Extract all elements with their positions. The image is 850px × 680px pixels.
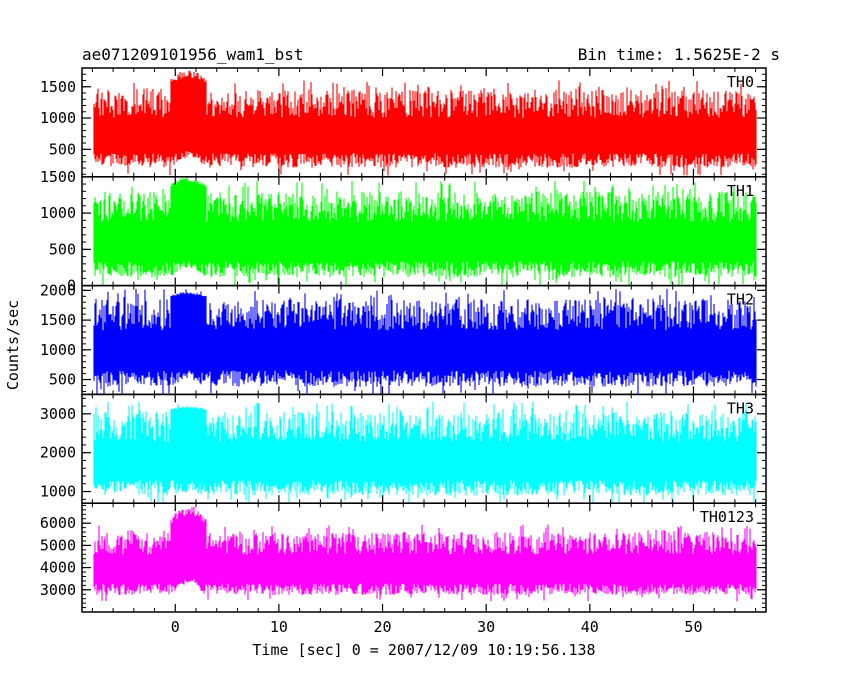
panel-label: TH2 bbox=[727, 291, 754, 309]
y-tick-label: 1000 bbox=[40, 483, 76, 501]
y-tick-label: 3000 bbox=[40, 581, 76, 599]
series-th0123 bbox=[93, 507, 757, 602]
y-tick-label: 0 bbox=[67, 277, 76, 295]
panel-th3: 1000 2000 3000 TH3 bbox=[40, 393, 767, 504]
panel-label: TH0 bbox=[727, 73, 754, 91]
x-axis-label: Time [sec] 0 = 2007/12/09 10:19:56.138 bbox=[252, 641, 595, 659]
x-axis: 0 10 20 30 40 50 bbox=[171, 618, 703, 636]
y-axis-label: Counts/sec bbox=[4, 300, 22, 390]
x-tick-label: 30 bbox=[477, 618, 495, 636]
observation-id: ae071209101956_wam1_bst bbox=[82, 45, 304, 64]
y-tick-label: 4000 bbox=[40, 559, 76, 577]
x-tick-label: 0 bbox=[171, 618, 180, 636]
y-tick-label: 5000 bbox=[40, 536, 76, 554]
y-tick-label: 500 bbox=[49, 240, 76, 258]
series-th2 bbox=[93, 288, 757, 395]
x-tick-label: 20 bbox=[374, 618, 392, 636]
panel-th2: 500 1000 1500 2000 TH2 bbox=[40, 281, 767, 396]
y-tick-label: 1500 bbox=[40, 168, 76, 186]
y-tick-label: 500 bbox=[49, 371, 76, 389]
y-tick-label: 3000 bbox=[40, 405, 76, 423]
y-tick-label: 1000 bbox=[40, 204, 76, 222]
bin-time: Bin time: 1.5625E-2 s bbox=[578, 45, 780, 64]
panel-label: TH0123 bbox=[700, 508, 754, 526]
x-tick-label: 40 bbox=[581, 618, 599, 636]
panels-group: 500 1000 1500 TH0 0 500 1000 1500 TH1 500 1000 1500… bbox=[40, 67, 767, 613]
panel-th1: 0 500 1000 1500 TH1 bbox=[40, 168, 767, 295]
panel-label: TH3 bbox=[727, 399, 754, 417]
series-th1 bbox=[93, 177, 757, 286]
panel-th0123: 3000 4000 5000 6000 TH0123 bbox=[40, 502, 767, 613]
panel-th0: 500 1000 1500 TH0 bbox=[40, 67, 767, 178]
y-tick-label: 1000 bbox=[40, 109, 76, 127]
y-tick-label: 1000 bbox=[40, 341, 76, 359]
y-tick-label: 2000 bbox=[40, 444, 76, 462]
panel-label: TH1 bbox=[727, 182, 754, 200]
y-tick-label: 6000 bbox=[40, 514, 76, 532]
x-tick-label: 50 bbox=[684, 618, 702, 636]
y-tick-label: 2000 bbox=[40, 281, 76, 299]
y-tick-label: 1500 bbox=[40, 78, 76, 96]
series-th0 bbox=[93, 70, 757, 176]
y-tick-label: 1500 bbox=[40, 311, 76, 329]
series-th3 bbox=[93, 401, 757, 504]
x-tick-label: 10 bbox=[270, 618, 288, 636]
y-tick-label: 500 bbox=[49, 140, 76, 158]
